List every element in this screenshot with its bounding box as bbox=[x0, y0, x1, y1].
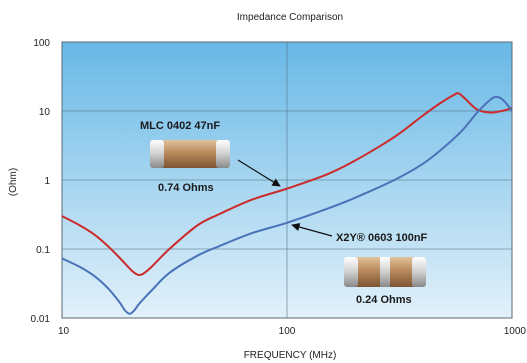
x-axis-title: FREQUENCY (MHz) bbox=[244, 350, 337, 361]
grid-lines bbox=[61, 41, 513, 319]
x2y-arrow bbox=[291, 222, 333, 237]
y-tick-label: 0.1 bbox=[36, 245, 50, 256]
mlc-series-line bbox=[61, 92, 513, 277]
chart-title: Impedance Comparison bbox=[237, 12, 343, 23]
mlc-capacitor-image bbox=[150, 140, 230, 168]
y-tick-label: 1 bbox=[44, 176, 50, 187]
tick-labels: 10 100 1000 100 10 1 0.1 0.01 bbox=[31, 38, 527, 337]
x2y-capacitor-image bbox=[344, 257, 426, 287]
y-tick-label: 100 bbox=[33, 38, 50, 49]
x2y-value-label: 0.24 Ohms bbox=[356, 294, 412, 306]
x2y-series-line bbox=[61, 95, 513, 315]
series-lines bbox=[61, 92, 513, 315]
mlc-value-label: 0.74 Ohms bbox=[158, 182, 214, 194]
mlc-arrow bbox=[237, 159, 281, 187]
x2y-label: X2Y® 0603 100nF bbox=[336, 232, 428, 244]
y-tick-label: 10 bbox=[39, 107, 51, 118]
x-tick-label: 1000 bbox=[504, 326, 527, 337]
x-tick-label: 10 bbox=[58, 326, 70, 337]
mlc-label: MLC 0402 47nF bbox=[140, 120, 220, 132]
y-tick-label: 0.01 bbox=[31, 314, 51, 325]
x-tick-label: 100 bbox=[279, 326, 296, 337]
y-axis-title: (Ohm) bbox=[8, 168, 19, 196]
x2y-annotation: X2Y® 0603 100nF 0.24 Ohms bbox=[291, 222, 428, 306]
mlc-annotation: MLC 0402 47nF 0.74 Ohms bbox=[140, 120, 281, 194]
